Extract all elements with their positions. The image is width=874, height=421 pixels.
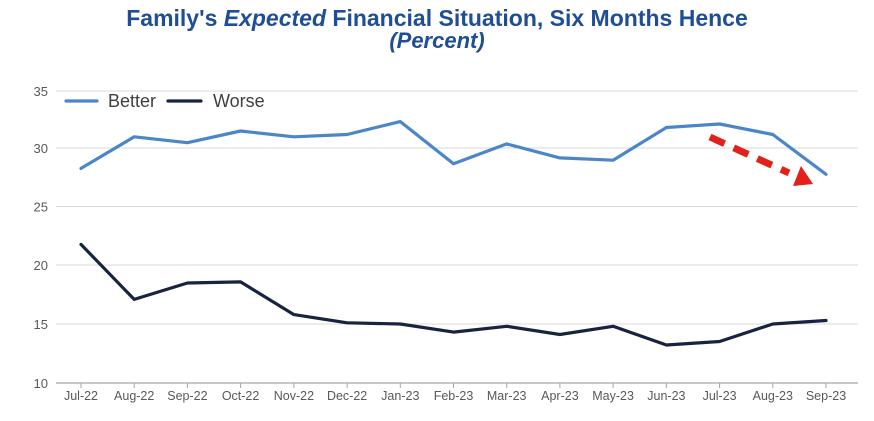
svg-text:Mar-23: Mar-23 — [487, 389, 527, 403]
svg-text:25: 25 — [34, 200, 48, 215]
svg-text:30: 30 — [34, 141, 48, 156]
svg-text:Jan-23: Jan-23 — [381, 389, 419, 403]
svg-text:Sep-23: Sep-23 — [806, 389, 846, 403]
svg-text:Jun-23: Jun-23 — [647, 389, 685, 403]
svg-text:35: 35 — [34, 84, 48, 99]
svg-text:10: 10 — [34, 376, 48, 391]
svg-text:Worse: Worse — [213, 91, 265, 111]
svg-text:Better: Better — [108, 91, 156, 111]
svg-text:15: 15 — [34, 317, 48, 332]
svg-text:Sep-22: Sep-22 — [167, 389, 207, 403]
svg-text:Aug-23: Aug-23 — [753, 389, 793, 403]
svg-text:Aug-22: Aug-22 — [114, 389, 154, 403]
svg-text:Dec-22: Dec-22 — [327, 389, 367, 403]
svg-text:Oct-22: Oct-22 — [222, 389, 260, 403]
svg-text:Feb-23: Feb-23 — [434, 389, 474, 403]
svg-text:Jul-23: Jul-23 — [703, 389, 737, 403]
svg-text:20: 20 — [34, 258, 48, 273]
svg-text:Nov-22: Nov-22 — [274, 389, 314, 403]
svg-text:Apr-23: Apr-23 — [541, 389, 579, 403]
svg-text:Jul-22: Jul-22 — [64, 389, 98, 403]
svg-text:May-23: May-23 — [592, 389, 634, 403]
